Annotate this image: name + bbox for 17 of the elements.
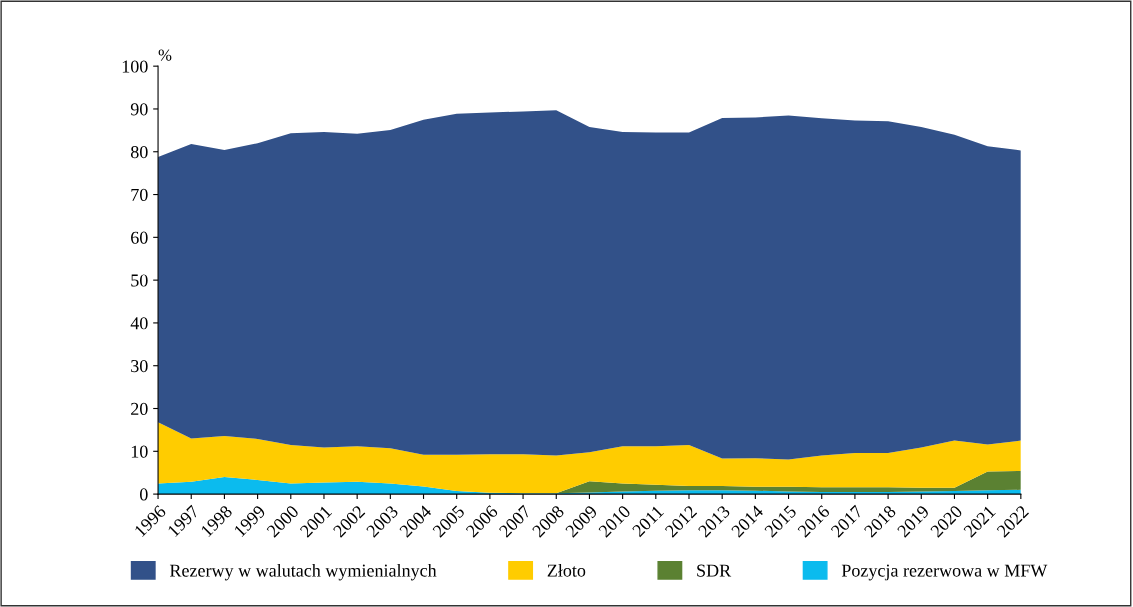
y-tick-label: 30 — [131, 359, 148, 373]
legend-label: Rezerwy w walutach wymienialnych — [169, 563, 437, 581]
y-tick-label: 90 — [130, 103, 148, 116]
y-tick-label: 100 — [122, 60, 148, 73]
y-tick-label: 70 — [131, 188, 148, 201]
x-tick-label: 2011 — [631, 504, 665, 538]
legend-label: SDR — [697, 564, 732, 577]
y-tick-label: 80 — [130, 146, 148, 159]
y-axis-title: % — [158, 49, 172, 61]
y-tick-label: 20 — [131, 402, 148, 415]
y-tick-label: 40 — [130, 317, 148, 330]
y-tick-label: 0 — [139, 488, 148, 501]
legend-label: Pozycja rezerwowa w MFW — [841, 564, 1048, 581]
legend-label: Złoto — [547, 563, 586, 577]
y-tick-label: 50 — [131, 274, 148, 287]
y-tick-label: 60 — [131, 231, 148, 244]
y-tick-label: 10 — [131, 445, 148, 458]
